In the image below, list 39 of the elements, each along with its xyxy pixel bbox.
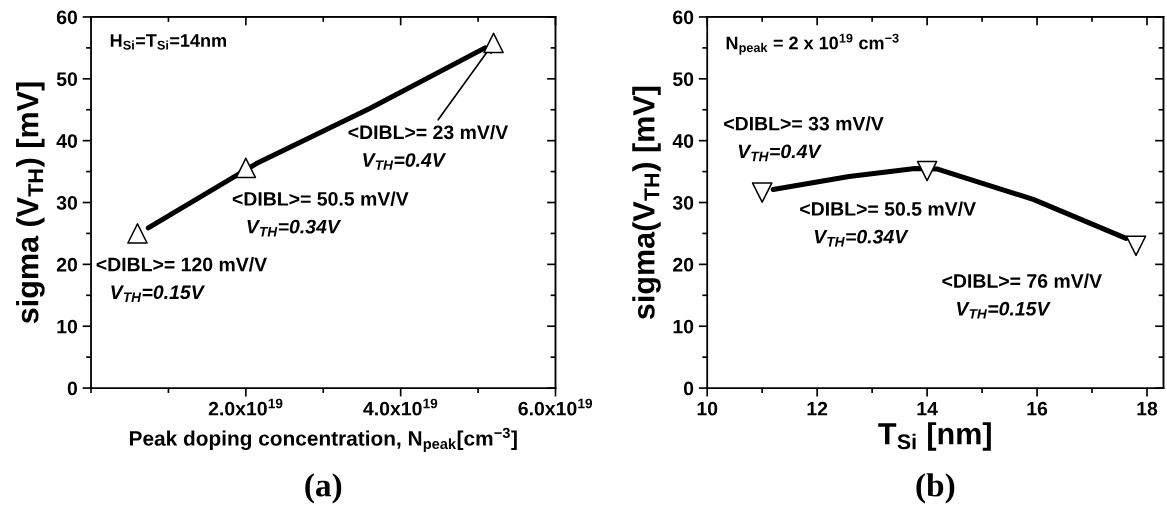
- y-tick-label: 30: [56, 195, 78, 210]
- annotation: <DIBL>= 33 mV/V V$_{TH}$=0.4V: [724, 116, 884, 162]
- y-tick-label: 0: [67, 381, 78, 396]
- y-tick-label: 60: [56, 10, 78, 25]
- x-tick-label: 4.0x10$^{19}$: [363, 398, 438, 416]
- point: [916, 160, 938, 182]
- y-axis-title: sigma(V$_{TH}$) [mV]: [632, 86, 661, 320]
- y-tick-label: 20: [56, 257, 78, 272]
- x-tick-label: 16: [1027, 401, 1048, 416]
- x-axis-title: Peak doping concentration, N$_{peak}$[cm$^{−3}$]: [129, 427, 517, 452]
- text: (a): [305, 473, 342, 504]
- text: (b): [916, 473, 955, 504]
- annotation: <DIBL>= 23 mV/V V$_{TH}$=0.4V: [348, 124, 509, 170]
- x-axis-title: T$_{Si}$ [nm]: [878, 422, 991, 451]
- y-tick-label: 50: [672, 72, 694, 87]
- point: [751, 182, 773, 203]
- y-tick-label: 40: [672, 134, 694, 148]
- y-tick-label: 0: [683, 381, 694, 396]
- x-tick-label: 6.0x10$^{19}$: [518, 398, 593, 416]
- annotation: <DIBL>= 50.5 mV/V V$_{TH}$=0.34V: [232, 191, 409, 237]
- y-tick-label: 30: [672, 195, 694, 210]
- y-tick-label: 40: [56, 134, 78, 148]
- y-tick-label: 10: [57, 319, 78, 334]
- x-tick-label: 18: [1137, 401, 1158, 416]
- x-tick-label: 10: [697, 401, 718, 416]
- annotation: H$_{Si}$=T$_{Si}$=14nm: [110, 34, 226, 50]
- annotation: <DIBL>= 50.5 mV/V V$_{TH}$=0.34V: [800, 201, 976, 247]
- y-tick-label: 60: [673, 10, 694, 25]
- y-axis-title: sigma (V$_{TH}$) [mV]: [16, 82, 45, 324]
- x-tick-label: 14: [917, 401, 938, 416]
- point: [1125, 235, 1147, 257]
- annotation: <DIBL>= 76 mV/V V$_{TH}$=0.15V: [942, 273, 1102, 319]
- x-tick-label: 2.0x10$^{19}$: [208, 398, 283, 416]
- x-tick-label: 12: [807, 401, 828, 416]
- y-tick-label: 10: [673, 319, 694, 334]
- annotation: N$_{peak}$ = 2 x 10$^{19}$ cm$^{−3}$: [726, 33, 899, 55]
- y-tick-label: 20: [673, 257, 694, 272]
- y-tick-label: 50: [56, 72, 78, 87]
- annotation: <DIBL>= 120 mV/V V$_{TH}$=0.15V: [96, 257, 267, 302]
